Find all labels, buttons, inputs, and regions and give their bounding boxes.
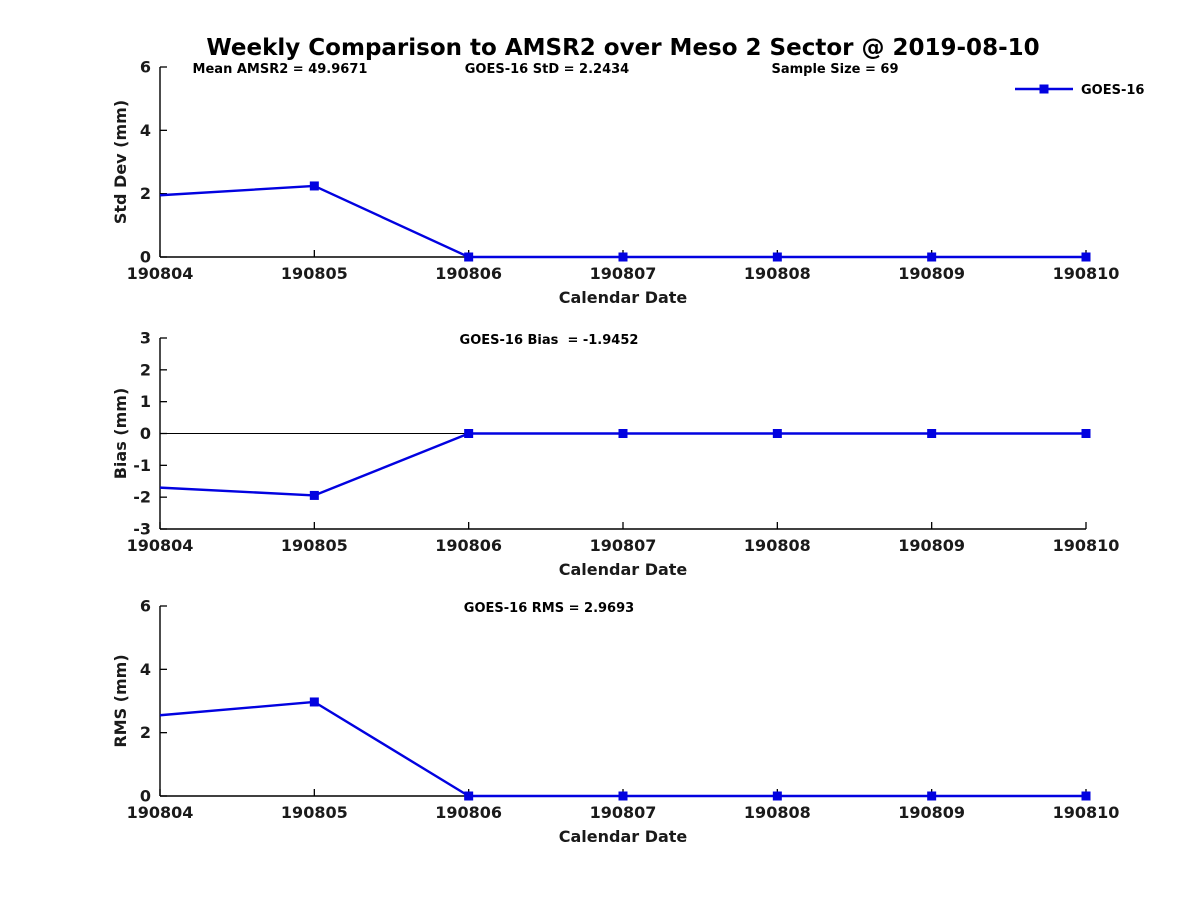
x-tick-label: 190810 xyxy=(1053,803,1120,822)
y-tick-label: 3 xyxy=(140,329,151,348)
data-marker xyxy=(772,791,782,801)
data-marker xyxy=(1081,791,1091,801)
subplot-2: -3 -2 -1 0 1 2 3 190804 190805 190806 190807 190808… xyxy=(127,329,1120,556)
x-tick-label: 190805 xyxy=(281,264,348,283)
annotation-goes16-std: GOES-16 StD = 2.2434 xyxy=(465,62,629,77)
xlabel-calendar-date-1: Calendar Date xyxy=(559,288,688,307)
data-marker xyxy=(1081,429,1091,438)
plots-layer: 0 2 4 6 190804 190805 190806 190807 190808 190809… xyxy=(127,58,1120,823)
annotation-goes16-bias: GOES-16 Bias = -1.9452 xyxy=(460,333,639,348)
x-tick-label: 190809 xyxy=(898,803,965,822)
data-marker xyxy=(927,252,937,262)
y-tick-label: 6 xyxy=(140,597,151,616)
legend-marker xyxy=(1039,84,1049,94)
ylabel-rms: RMS (mm) xyxy=(111,654,130,747)
y-tick-label: 2 xyxy=(140,184,151,203)
x-tick-label: 190807 xyxy=(590,264,657,283)
annotation-goes16-rms: GOES-16 RMS = 2.9693 xyxy=(464,601,634,616)
y-tick-label: -1 xyxy=(133,456,151,475)
x-tick-label: 190804 xyxy=(127,264,194,283)
y-tick-label: -2 xyxy=(133,488,151,507)
x-tick-label: 190808 xyxy=(744,536,811,555)
data-marker xyxy=(772,252,782,262)
x-tick-label: 190807 xyxy=(590,536,657,555)
data-marker xyxy=(618,429,628,438)
x-tick-label: 190805 xyxy=(281,803,348,822)
data-marker xyxy=(309,490,319,500)
data-marker xyxy=(464,791,474,801)
data-marker xyxy=(772,429,782,438)
annotation-sample-size: Sample Size = 69 xyxy=(771,62,898,77)
x-tick-label: 190810 xyxy=(1053,264,1120,283)
x-tick-label: 190807 xyxy=(590,803,657,822)
subplot-1: 0 2 4 6 190804 190805 190806 190807 190808 190809… xyxy=(127,58,1120,284)
series-line-goes-16 xyxy=(159,700,1086,798)
data-marker xyxy=(309,697,319,707)
y-tick-label: -3 xyxy=(133,520,151,539)
x-tick-label: 190806 xyxy=(435,803,502,822)
data-marker xyxy=(309,181,319,191)
subplot-3: 0 2 4 6 190804 190805 190806 190807 190808 190809… xyxy=(127,597,1120,823)
y-tick-label: 6 xyxy=(140,58,151,77)
data-marker xyxy=(927,791,937,801)
y-tick-label: 2 xyxy=(140,360,151,379)
series-line-goes-16 xyxy=(159,432,1086,497)
ylabel-stddev: Std Dev (mm) xyxy=(111,100,130,224)
y-tick-label: 4 xyxy=(140,660,151,679)
y-tick-label: 2 xyxy=(140,723,151,742)
x-tick-label: 190810 xyxy=(1053,536,1120,555)
x-tick-label: 190809 xyxy=(898,536,965,555)
y-tick-label: 1 xyxy=(140,392,151,411)
ylabel-bias: Bias (mm) xyxy=(111,388,130,480)
x-tick-label: 190808 xyxy=(744,803,811,822)
data-marker xyxy=(927,429,937,438)
xlabel-calendar-date-3: Calendar Date xyxy=(559,827,688,846)
legend: GOES-16 xyxy=(1015,83,1144,98)
data-marker xyxy=(618,791,628,801)
data-marker xyxy=(1081,252,1091,262)
x-tick-label: 190806 xyxy=(435,264,502,283)
data-marker xyxy=(618,252,628,262)
x-tick-label: 190804 xyxy=(127,803,194,822)
xlabel-calendar-date-2: Calendar Date xyxy=(559,560,688,579)
data-marker xyxy=(464,429,474,438)
x-tick-label: 190806 xyxy=(435,536,502,555)
x-tick-label: 190809 xyxy=(898,264,965,283)
x-tick-label: 190808 xyxy=(744,264,811,283)
data-marker xyxy=(464,252,474,262)
y-tick-label: 4 xyxy=(140,121,151,140)
chart-title: Weekly Comparison to AMSR2 over Meso 2 S… xyxy=(206,35,1039,61)
y-tick-label: 0 xyxy=(140,424,151,443)
series-line-goes-16 xyxy=(159,184,1086,259)
y-tick-label: 0 xyxy=(140,787,151,806)
x-tick-label: 190804 xyxy=(127,536,194,555)
annotation-mean-amsr2: Mean AMSR2 = 49.9671 xyxy=(193,62,368,77)
y-tick-label: 0 xyxy=(140,248,151,267)
x-tick-label: 190805 xyxy=(281,536,348,555)
legend-label: GOES-16 xyxy=(1081,83,1144,98)
